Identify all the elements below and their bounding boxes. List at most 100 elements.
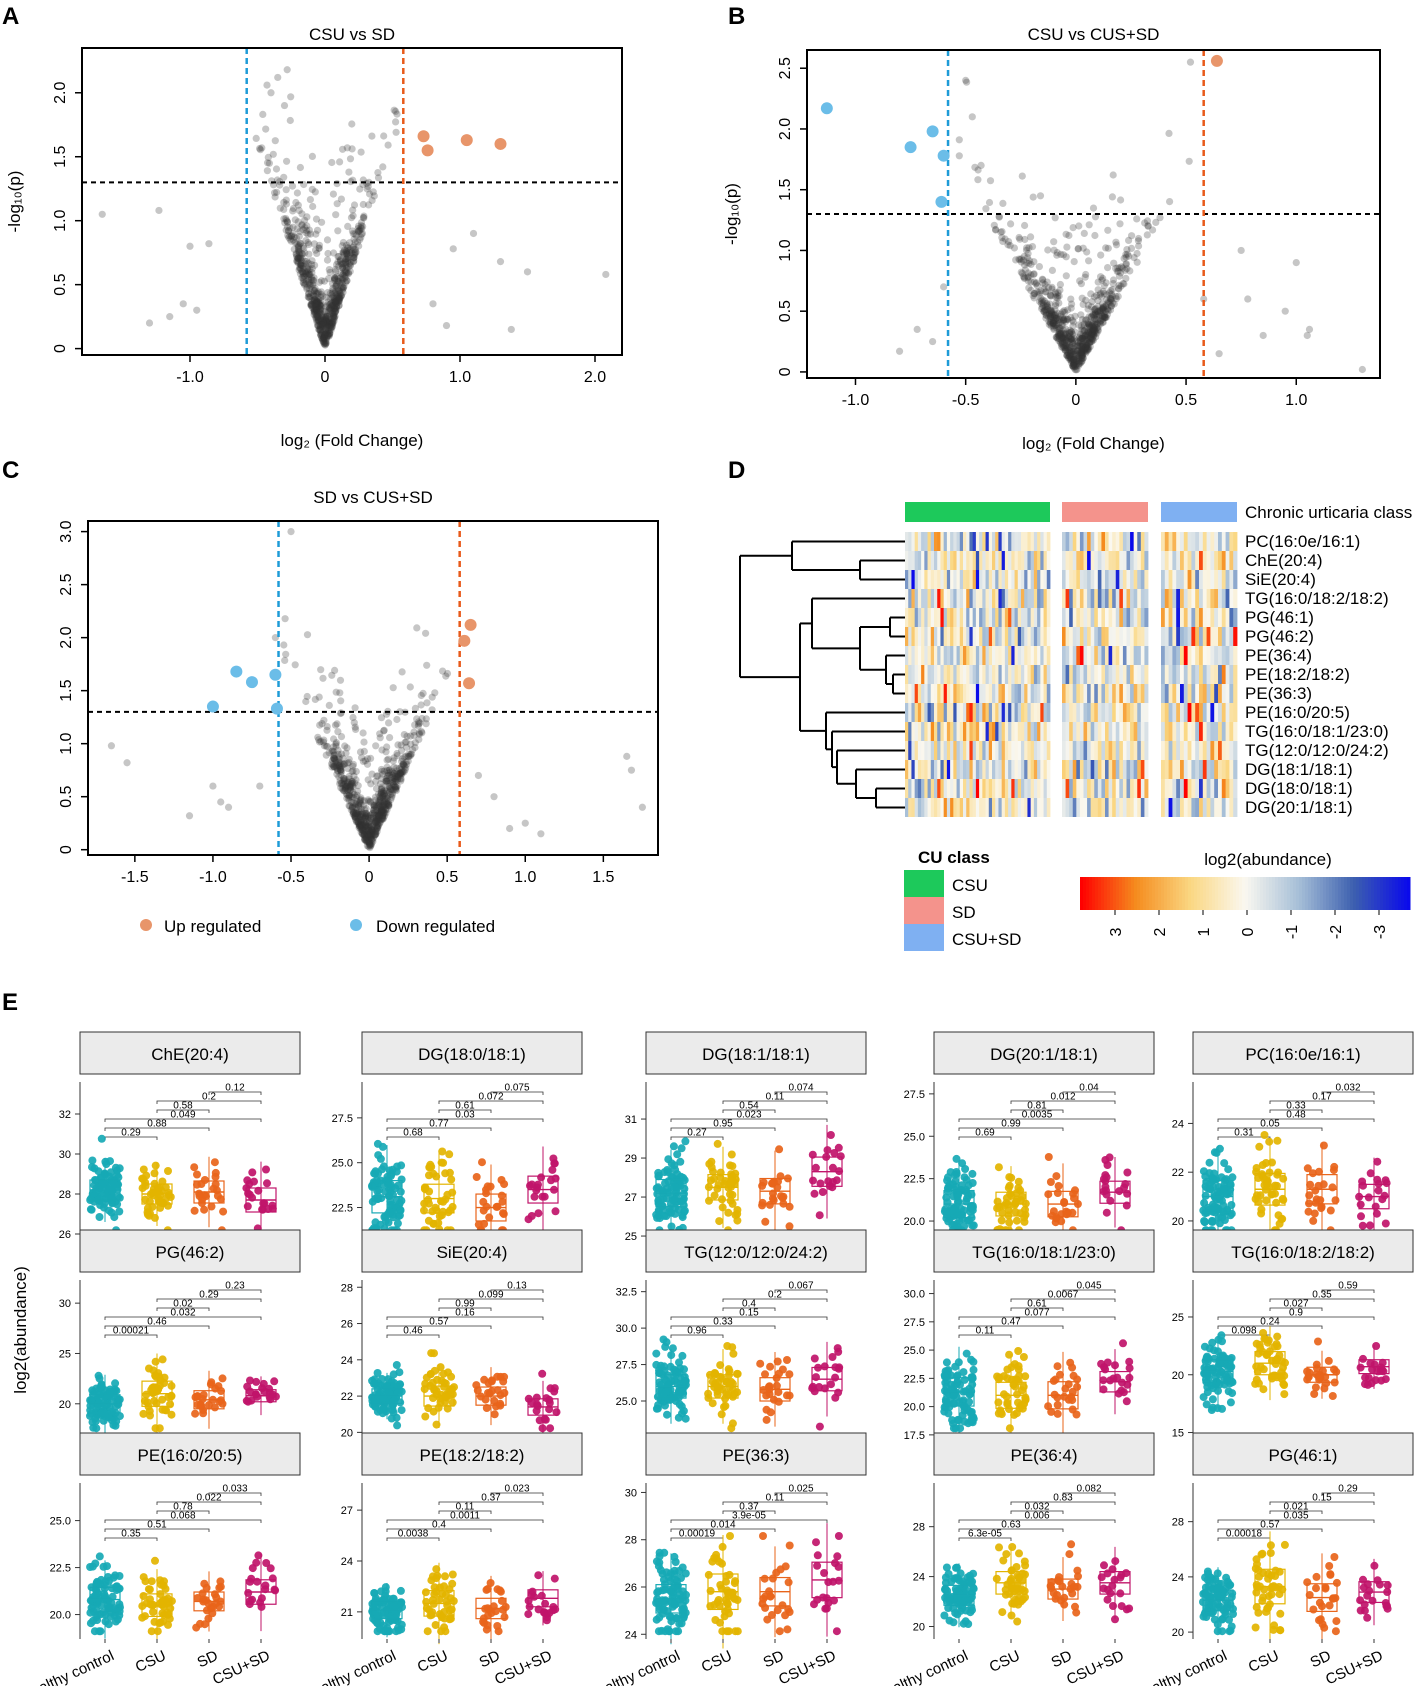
data-point bbox=[292, 234, 300, 242]
heatmap-cell bbox=[1112, 722, 1117, 741]
data-point bbox=[313, 313, 321, 321]
data-point bbox=[1073, 359, 1081, 367]
data-point bbox=[343, 250, 351, 258]
heatmap-cell bbox=[1112, 779, 1117, 798]
data-point bbox=[303, 285, 311, 293]
heatmap-cell bbox=[1130, 760, 1135, 779]
heatmap-cell bbox=[1011, 703, 1015, 722]
y-tick-label: 20.0 bbox=[904, 1216, 925, 1228]
data-point bbox=[895, 347, 904, 355]
data-point bbox=[346, 267, 354, 275]
heatmap-cell bbox=[1233, 627, 1238, 646]
data-point bbox=[292, 250, 300, 258]
heatmap-cell bbox=[1180, 760, 1185, 779]
p-value-label: 0.68 bbox=[403, 1128, 423, 1139]
heatmap-cell bbox=[937, 779, 941, 798]
heatmap-cell bbox=[1183, 665, 1188, 684]
heatmap-cell bbox=[1065, 760, 1070, 779]
data-point bbox=[1021, 221, 1029, 230]
data-point bbox=[327, 324, 335, 332]
data-point bbox=[298, 250, 307, 258]
y-tick-label: 25 bbox=[625, 1231, 637, 1243]
heatmap-cell bbox=[1218, 551, 1223, 570]
data-point bbox=[305, 285, 313, 293]
heatmap-cell bbox=[982, 798, 986, 817]
data-point bbox=[331, 721, 340, 729]
heatmap-cell bbox=[1011, 608, 1015, 627]
heatmap-cell bbox=[1083, 760, 1088, 779]
data-point bbox=[331, 305, 339, 313]
data-point bbox=[315, 244, 323, 252]
data-point bbox=[423, 661, 431, 669]
data-point bbox=[305, 271, 313, 279]
heatmap-cell bbox=[1176, 741, 1181, 760]
down-regulated-point bbox=[935, 195, 948, 208]
heatmap-row-label: PG(46:2) bbox=[1245, 627, 1314, 646]
data-point bbox=[324, 331, 332, 339]
heatmap-cell bbox=[1033, 703, 1038, 722]
data-point bbox=[779, 1192, 788, 1201]
heatmap-cell bbox=[937, 760, 941, 779]
data-point bbox=[308, 297, 316, 305]
data-point bbox=[310, 298, 318, 306]
heatmap-cell bbox=[1119, 798, 1124, 817]
data-point bbox=[319, 328, 327, 336]
data-point bbox=[360, 214, 368, 222]
heatmap-cell bbox=[1097, 532, 1102, 551]
heatmap-cell bbox=[1180, 570, 1185, 589]
heatmap-cell bbox=[917, 722, 922, 741]
heatmap-cell bbox=[1072, 646, 1077, 665]
data-point bbox=[331, 298, 339, 306]
data-point bbox=[314, 321, 322, 329]
heatmap-cell bbox=[940, 589, 945, 608]
heatmap-cell bbox=[934, 741, 938, 760]
data-point bbox=[303, 264, 311, 272]
heatmap-cell bbox=[1133, 741, 1138, 760]
colorbar-segment bbox=[1356, 877, 1360, 910]
data-point bbox=[1045, 310, 1053, 318]
heatmap-cell bbox=[1069, 741, 1074, 760]
data-point bbox=[319, 323, 327, 331]
up-regulated-point bbox=[417, 130, 430, 143]
heatmap-cell bbox=[985, 779, 990, 798]
heatmap-cell bbox=[914, 665, 919, 684]
heatmap-cell bbox=[1065, 684, 1070, 703]
heatmap-cell bbox=[1108, 551, 1113, 570]
heatmap-cell bbox=[1133, 646, 1138, 665]
heatmap-cell bbox=[985, 627, 990, 646]
heatmap-cell bbox=[956, 532, 961, 551]
colorbar-segment bbox=[1290, 877, 1294, 910]
data-point bbox=[1088, 329, 1096, 338]
data-point bbox=[344, 257, 352, 265]
heatmap-cell bbox=[1072, 627, 1077, 646]
heatmap-cell bbox=[1030, 589, 1035, 608]
heatmap-cell bbox=[1030, 741, 1035, 760]
data-point bbox=[338, 276, 346, 284]
data-point bbox=[310, 286, 318, 294]
heatmap-cell bbox=[1046, 798, 1051, 817]
data-point bbox=[276, 178, 284, 186]
panel-strip-title: ChE(20:4) bbox=[151, 1045, 228, 1064]
heatmap-cell bbox=[1214, 646, 1219, 665]
heatmap-cell bbox=[911, 608, 916, 627]
heatmap-cell bbox=[943, 722, 948, 741]
heatmap-cell bbox=[1176, 665, 1181, 684]
colorbar-segment bbox=[1272, 877, 1276, 910]
data-point bbox=[1056, 325, 1064, 333]
data-point bbox=[363, 185, 371, 193]
heatmap-cell bbox=[979, 684, 983, 703]
heatmap-cell bbox=[969, 760, 974, 779]
data-point bbox=[1102, 244, 1110, 252]
data-point bbox=[320, 338, 328, 346]
data-point bbox=[280, 205, 288, 213]
data-point bbox=[830, 1149, 839, 1157]
data-point bbox=[304, 266, 312, 274]
heatmap-cell bbox=[1233, 684, 1238, 703]
data-point bbox=[315, 326, 323, 334]
data-point bbox=[331, 265, 340, 273]
heatmap-cell bbox=[982, 608, 986, 627]
data-point bbox=[305, 290, 313, 298]
data-point bbox=[294, 257, 302, 265]
data-point bbox=[305, 275, 313, 283]
heatmap-cell bbox=[1008, 627, 1012, 646]
